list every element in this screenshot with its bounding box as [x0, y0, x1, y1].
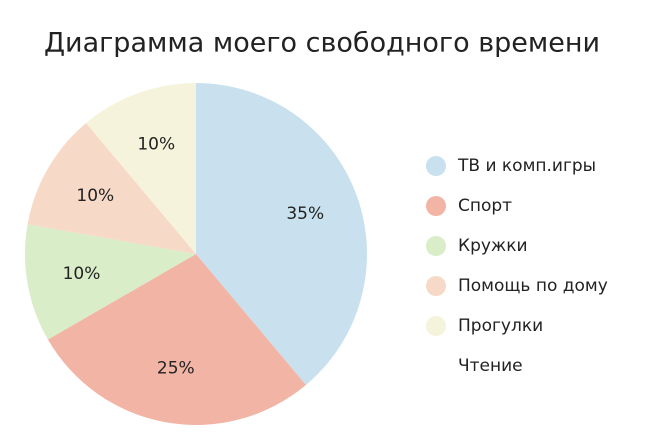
- legend-label: Спорт: [458, 196, 512, 216]
- slice-label: 10%: [137, 135, 175, 155]
- slice-label: 10%: [63, 264, 101, 284]
- pie-slice: [196, 83, 367, 385]
- legend-label: Кружки: [458, 236, 528, 256]
- legend-label: Чтение: [458, 356, 523, 376]
- slice-label: 10%: [76, 186, 114, 206]
- legend-marker: [426, 236, 446, 256]
- pie-slice: [47, 254, 306, 425]
- pie-slice: [24, 224, 197, 340]
- legend-label: Помощь по дому: [458, 276, 608, 296]
- slice-label: 25%: [157, 359, 195, 379]
- legend-marker: [426, 316, 446, 336]
- chart-title: Диаграмма моего свободного времени: [44, 28, 600, 59]
- legend-marker: [426, 276, 446, 296]
- pie-slice: [27, 123, 197, 254]
- legend-marker: [426, 356, 446, 376]
- slice-label: 35%: [286, 204, 324, 224]
- pie-slice: [86, 83, 196, 254]
- legend-label: Прогулки: [458, 316, 543, 336]
- legend-marker: [426, 156, 446, 176]
- legend-label: ТВ и комп.игры: [457, 156, 596, 176]
- legend-marker: [426, 196, 446, 216]
